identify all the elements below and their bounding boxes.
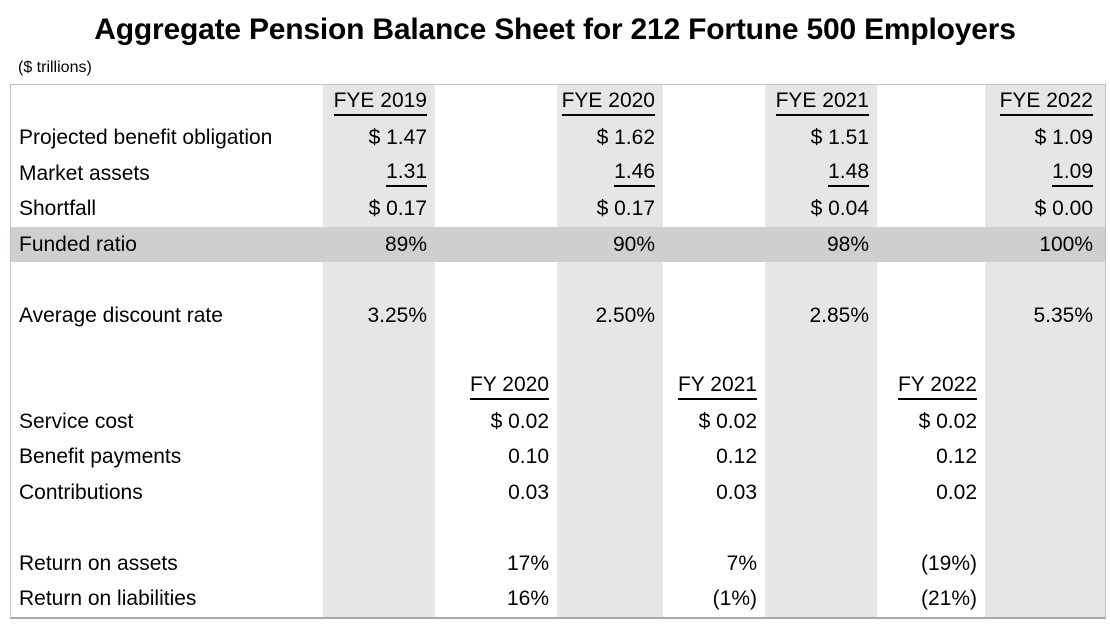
cell-return-liabilities-fy2021: (1%) [712, 587, 757, 611]
cell-pbo-fye2020: $ 1.62 [596, 126, 655, 150]
cell-funded-ratio-fye2019: 89% [384, 232, 427, 256]
cell-shortfall-fye2022: $ 0.00 [1034, 197, 1093, 221]
cell-discount-rate-fye2021: 2.85% [809, 303, 869, 327]
column-header-fy2021: FY 2021 [663, 369, 765, 404]
cell-contributions-fy2020: 0.03 [508, 480, 549, 504]
column-header-fy2022: FY 2022 [877, 369, 985, 404]
cell-funded-ratio-fye2020: 90% [612, 232, 655, 256]
cell-service-cost-fy2022: $ 0.02 [918, 409, 977, 433]
row-label-benefit-payments: Benefit payments [19, 445, 182, 469]
cell-return-liabilities-fy2022: (21%) [920, 587, 977, 611]
cell-market-assets-fye2019: 1.31 [323, 156, 435, 191]
column-header-fye2022: FYE 2022 [985, 85, 1105, 120]
funded-ratio-highlight [11, 226, 1105, 263]
row-label-market-assets: Market assets [19, 161, 150, 185]
row-label-average-discount-rate: Average discount rate [19, 303, 223, 327]
row-label-funded-ratio: Funded ratio [19, 232, 137, 256]
row-label-return-on-liabilities: Return on liabilities [19, 587, 197, 611]
column-shading-fye2019 [323, 85, 435, 617]
units-note: ($ trillions) [18, 59, 92, 76]
cell-return-assets-fy2022: (19%) [920, 551, 977, 575]
pension-table: FYE 2019 FYE 2020 FYE 2021 FYE 2022 Proj… [10, 84, 1106, 619]
cell-return-assets-fy2020: 17% [506, 551, 549, 575]
cell-funded-ratio-fye2022: 100% [1039, 232, 1093, 256]
cell-shortfall-fye2021: $ 0.04 [810, 197, 869, 221]
cell-discount-rate-fye2020: 2.50% [595, 303, 655, 327]
cell-benefit-payments-fy2022: 0.12 [936, 445, 977, 469]
table-grid: FYE 2019 FYE 2020 FYE 2021 FYE 2022 Proj… [11, 85, 1105, 617]
cell-shortfall-fye2020: $ 0.17 [596, 197, 655, 221]
cell-market-assets-fye2021: 1.48 [765, 156, 877, 191]
column-header-fye2021: FYE 2021 [765, 85, 877, 120]
cell-return-liabilities-fy2020: 16% [506, 587, 549, 611]
row-label-service-cost: Service cost [19, 409, 134, 433]
row-label-shortfall: Shortfall [19, 197, 97, 221]
column-header-fye2019: FYE 2019 [323, 85, 435, 120]
cell-discount-rate-fye2022: 5.35% [1033, 303, 1093, 327]
cell-contributions-fy2022: 0.02 [936, 480, 977, 504]
cell-pbo-fye2022: $ 1.09 [1034, 126, 1093, 150]
cell-pbo-fye2021: $ 1.51 [810, 126, 869, 150]
cell-market-assets-fye2022: 1.09 [985, 156, 1105, 191]
cell-market-assets-fye2020: 1.46 [557, 156, 663, 191]
column-shading-fye2022 [985, 85, 1105, 617]
column-shading-fye2020 [557, 85, 663, 617]
cell-benefit-payments-fy2020: 0.10 [508, 445, 549, 469]
row-label-contributions: Contributions [19, 480, 143, 504]
cell-return-assets-fy2021: 7% [726, 551, 757, 575]
column-shading-fye2021 [765, 85, 877, 617]
page-title: Aggregate Pension Balance Sheet for 212 … [94, 13, 1016, 46]
cell-contributions-fy2021: 0.03 [716, 480, 757, 504]
cell-pbo-fye2019: $ 1.47 [368, 126, 427, 150]
cell-shortfall-fye2019: $ 0.17 [368, 197, 427, 221]
row-label-return-on-assets: Return on assets [19, 551, 178, 575]
cell-benefit-payments-fy2021: 0.12 [716, 445, 757, 469]
row-label-projected-benefit-obligation: Projected benefit obligation [19, 126, 273, 150]
cell-funded-ratio-fye2021: 98% [826, 232, 869, 256]
cell-service-cost-fy2021: $ 0.02 [698, 409, 757, 433]
column-header-fye2020: FYE 2020 [557, 85, 663, 120]
cell-service-cost-fy2020: $ 0.02 [490, 409, 549, 433]
column-header-fy2020: FY 2020 [435, 369, 557, 404]
cell-discount-rate-fye2019: 3.25% [367, 303, 427, 327]
